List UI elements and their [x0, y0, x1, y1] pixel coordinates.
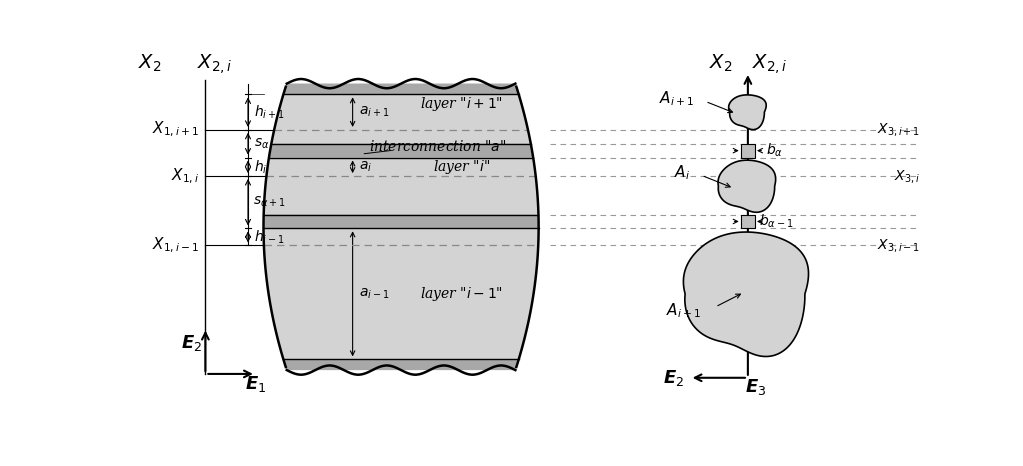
- Text: $h_i$: $h_i$: [254, 158, 268, 176]
- Text: $\boldsymbol{E}_2$: $\boldsymbol{E}_2$: [181, 333, 202, 353]
- Text: layer "$i-1$": layer "$i-1$": [419, 285, 502, 303]
- Text: $\boldsymbol{E}_1$: $\boldsymbol{E}_1$: [246, 374, 266, 394]
- Bar: [741, 144, 755, 158]
- Text: $X_2$: $X_2$: [138, 53, 162, 74]
- Bar: [741, 214, 755, 228]
- Text: interconnection "$a$": interconnection "$a$": [369, 139, 506, 154]
- Text: layer "$i$": layer "$i$": [433, 158, 490, 176]
- Polygon shape: [728, 95, 766, 130]
- Text: layer "$i+1$": layer "$i+1$": [419, 96, 502, 113]
- Text: $X_{1,i+1}$: $X_{1,i+1}$: [152, 120, 199, 139]
- Text: $s_\alpha$: $s_\alpha$: [254, 137, 270, 151]
- Polygon shape: [283, 359, 519, 370]
- Text: $\boldsymbol{E}_3$: $\boldsymbol{E}_3$: [745, 377, 766, 397]
- Polygon shape: [683, 232, 808, 356]
- Polygon shape: [283, 83, 519, 95]
- Text: $h_{i-1}$: $h_{i-1}$: [254, 228, 284, 246]
- Text: $a_{i-1}$: $a_{i-1}$: [359, 287, 389, 301]
- Text: $X_{2,i}$: $X_{2,i}$: [196, 52, 232, 75]
- Text: $X_{1,i-1}$: $X_{1,i-1}$: [152, 236, 199, 255]
- Polygon shape: [718, 160, 775, 212]
- Text: $b_\alpha$: $b_\alpha$: [766, 142, 784, 159]
- Polygon shape: [264, 83, 539, 370]
- Polygon shape: [269, 144, 533, 158]
- Text: $A_{i+1}$: $A_{i+1}$: [666, 302, 702, 320]
- Text: $X_{3,i}$: $X_{3,i}$: [894, 168, 920, 185]
- Text: $h_{i+1}$: $h_{i+1}$: [254, 103, 284, 121]
- Text: $a_i$: $a_i$: [359, 159, 372, 174]
- Text: $a_{i+1}$: $a_{i+1}$: [359, 105, 389, 119]
- Text: $X_{2,i}$: $X_{2,i}$: [752, 52, 788, 75]
- Text: $X_{3,i-1}$: $X_{3,i-1}$: [877, 237, 920, 254]
- Text: $b_{\alpha-1}$: $b_{\alpha-1}$: [759, 213, 793, 230]
- Text: $A_{i+1}$: $A_{i+1}$: [659, 89, 694, 108]
- Text: $s_{\alpha+1}$: $s_{\alpha+1}$: [253, 195, 285, 209]
- Text: $X_{3,i+1}$: $X_{3,i+1}$: [877, 121, 920, 138]
- Text: $A_i$: $A_i$: [673, 163, 690, 182]
- Polygon shape: [264, 214, 539, 228]
- Text: $X_{1,i}$: $X_{1,i}$: [171, 166, 199, 185]
- Text: $\boldsymbol{E}_2$: $\boldsymbol{E}_2$: [663, 368, 684, 388]
- Text: $X_2$: $X_2$: [709, 53, 732, 74]
